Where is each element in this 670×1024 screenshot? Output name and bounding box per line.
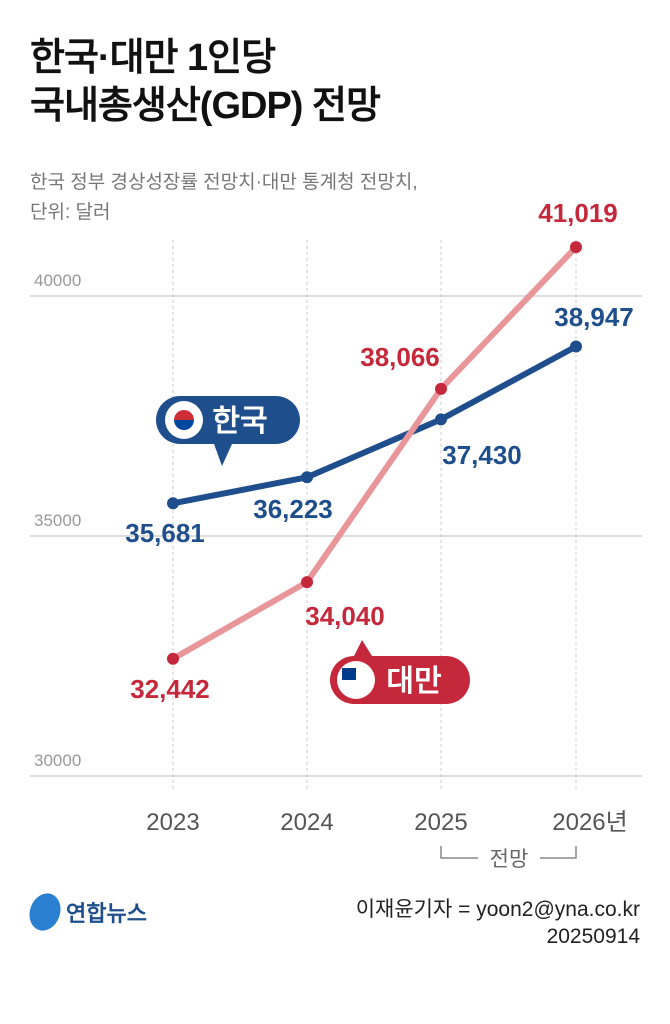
chart-title: 한국·대만 1인당 국내총생산(GDP) 전망	[30, 34, 381, 130]
data-label: 38,066	[360, 342, 440, 372]
data-label: 36,223	[253, 494, 333, 524]
data-point	[167, 497, 179, 510]
data-label: 32,442	[130, 674, 210, 704]
x-tick-label: 2025	[414, 809, 467, 836]
series-line-korea	[170, 343, 579, 507]
data-label: 34,040	[305, 601, 385, 631]
forecast-bracket	[440, 846, 577, 859]
korea-flag-taegeuk-bottom	[174, 420, 194, 430]
taiwan-flag-canton	[342, 668, 356, 680]
y-tick-label: 35000	[34, 511, 81, 530]
forecast-label: 전망	[490, 848, 529, 871]
data-label: 37,430	[442, 440, 522, 470]
title-line-2: 국내총생산(GDP) 전망	[30, 85, 381, 127]
data-label: 35,681	[125, 518, 205, 548]
chart-subtitle: 한국 정부 경상성장률 전망치·대만 통계청 전망치, 단위: 달러	[30, 168, 418, 228]
logo-mark-icon	[24, 889, 66, 935]
title-line-1: 한국·대만 1인당	[30, 37, 276, 79]
data-point	[435, 413, 447, 426]
data-point	[570, 340, 582, 353]
taiwan-legend-label: 대만	[386, 665, 442, 698]
data-point	[301, 576, 313, 589]
series-line-taiwan	[170, 244, 579, 662]
data-point	[301, 471, 313, 484]
reporter-credit: 이재윤기자 = yoon2@yna.co.kr	[355, 898, 640, 921]
data-point	[570, 241, 582, 254]
publish-date: 20250914	[546, 925, 640, 948]
subtitle-line-2: 단위: 달러	[30, 202, 111, 223]
data-point	[435, 382, 447, 395]
korea-legend-label: 한국	[212, 405, 267, 438]
x-tick-label: 2023	[146, 809, 199, 836]
data-point	[167, 652, 179, 665]
y-tick-label: 30000	[34, 751, 81, 770]
x-tick-label: 2024	[280, 809, 333, 836]
y-tick-label: 40000	[34, 271, 81, 290]
credit: 이재윤기자 = yoon2@yna.co.kr 20250914	[356, 896, 640, 950]
data-label: 41,019	[538, 198, 618, 228]
x-tick-label: 2026년	[552, 809, 627, 836]
subtitle-line-1: 한국 정부 경상성장률 전망치·대만 통계청 전망치,	[30, 172, 418, 193]
yonhap-logo: 연합뉴스	[24, 889, 147, 935]
korea-flag-taegeuk-top	[174, 410, 194, 420]
data-label: 38,947	[554, 302, 634, 332]
logo-text: 연합뉴스	[66, 901, 147, 926]
